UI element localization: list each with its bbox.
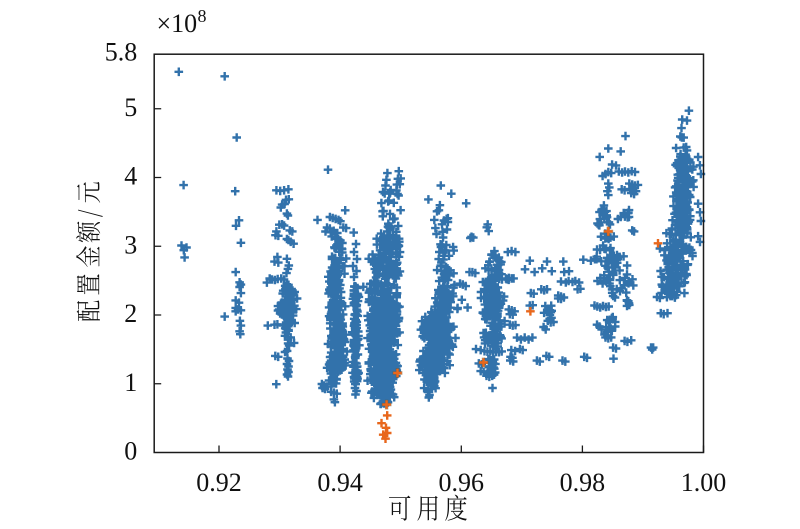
svg-text:3: 3 xyxy=(124,230,137,259)
svg-text:0.96: 0.96 xyxy=(439,468,485,497)
svg-text:8: 8 xyxy=(198,6,207,26)
svg-text:0: 0 xyxy=(124,437,137,466)
svg-text:5: 5 xyxy=(124,93,137,122)
svg-text:5.8: 5.8 xyxy=(105,38,138,67)
svg-text:1.00: 1.00 xyxy=(681,468,727,497)
svg-text:4: 4 xyxy=(124,162,137,191)
svg-text:1: 1 xyxy=(124,368,137,397)
svg-text:0.98: 0.98 xyxy=(560,468,606,497)
svg-text:×10: ×10 xyxy=(157,9,198,38)
svg-text:2: 2 xyxy=(124,299,137,328)
svg-text:0.94: 0.94 xyxy=(317,468,363,497)
svg-text:0.92: 0.92 xyxy=(196,468,242,497)
